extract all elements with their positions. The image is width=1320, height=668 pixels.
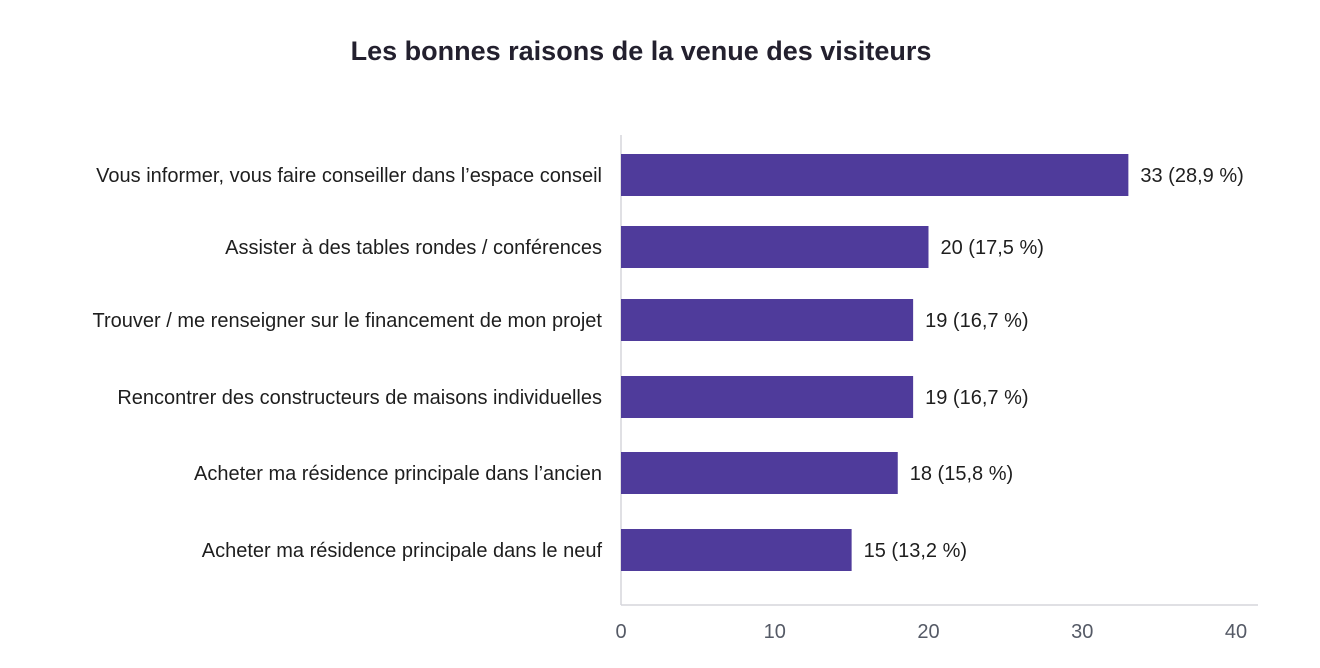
data-label: 18 (15,8 %) (910, 463, 1013, 485)
data-label: 15 (13,2 %) (864, 540, 967, 562)
x-tick-label: 20 (917, 621, 939, 643)
category-label: Acheter ma résidence principale dans le … (202, 540, 603, 562)
x-tick-label: 40 (1225, 621, 1247, 643)
bar (621, 529, 852, 571)
bar (621, 452, 898, 494)
bar (621, 226, 929, 268)
x-tick-label: 10 (764, 621, 786, 643)
data-label: 19 (16,7 %) (925, 310, 1028, 332)
bar (621, 299, 914, 341)
bar (621, 154, 1129, 196)
bar (621, 376, 914, 418)
data-label: 19 (16,7 %) (925, 387, 1028, 409)
data-label: 20 (17,5 %) (941, 237, 1044, 259)
category-label: Rencontrer des constructeurs de maisons … (117, 387, 602, 409)
category-label: Trouver / me renseigner sur le financeme… (92, 310, 602, 332)
chart-title: Les bonnes raisons de la venue des visit… (351, 36, 932, 66)
data-label: 33 (28,9 %) (1140, 165, 1243, 187)
category-label: Assister à des tables rondes / conférenc… (225, 237, 602, 259)
x-tick-label: 0 (615, 621, 626, 643)
category-label: Vous informer, vous faire conseiller dan… (96, 165, 602, 187)
x-tick-label: 30 (1071, 621, 1093, 643)
category-label: Acheter ma résidence principale dans l’a… (194, 463, 602, 485)
